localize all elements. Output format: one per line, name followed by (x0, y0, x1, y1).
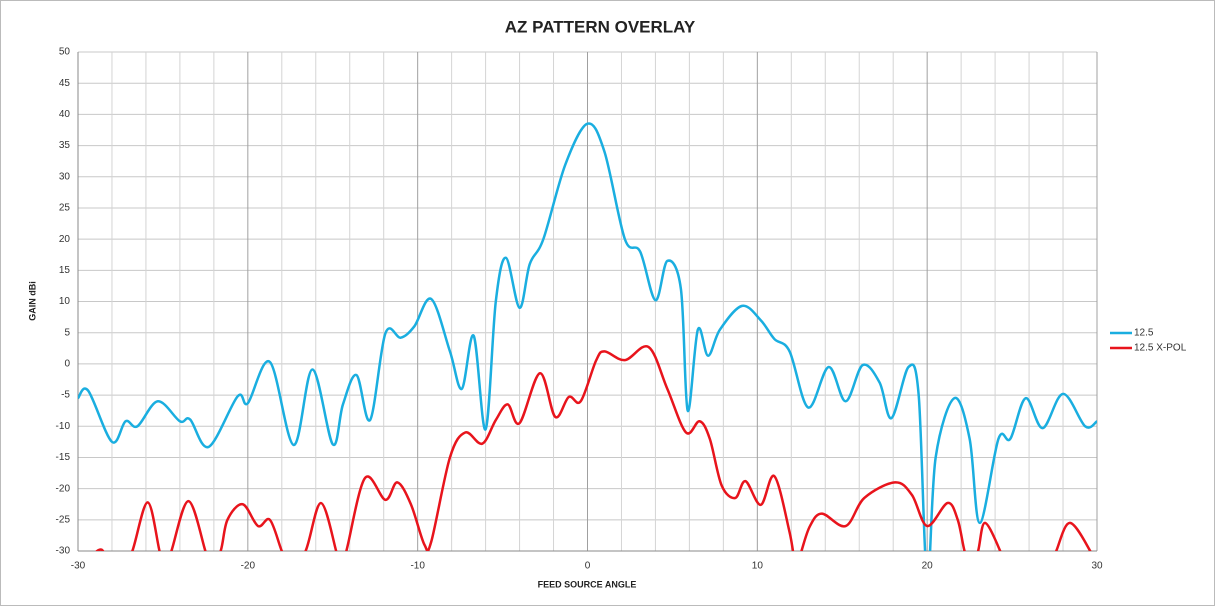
x-tick-label: -10 (410, 561, 425, 572)
y-tick-label: 45 (59, 78, 71, 89)
x-tick-label: 20 (922, 561, 934, 572)
y-tick-label: 15 (59, 265, 71, 276)
line (95, 344, 1092, 551)
y-tick-label: 35 (59, 140, 71, 151)
legend-label: 12.5 X-POL (1134, 343, 1187, 354)
y-tick-label: -20 (56, 483, 71, 494)
y-tick-label: 10 (59, 296, 71, 307)
y-tick-label: 25 (59, 203, 71, 214)
y-tick-label: 30 (59, 171, 71, 182)
x-tick-label: 10 (752, 561, 764, 572)
y-tick-label: -15 (56, 452, 71, 463)
x-tick-label: 30 (1091, 561, 1103, 572)
y-tick-label: -10 (56, 421, 71, 432)
line (78, 122, 1097, 551)
y-tick-label: -5 (61, 390, 70, 401)
y-tick-label: 20 (59, 234, 71, 245)
y-tick-label: 50 (59, 47, 71, 58)
x-tick-label: -30 (71, 561, 86, 572)
x-tick-label: 0 (585, 561, 591, 572)
y-tick-label: -30 (56, 546, 71, 557)
x-tick-label: -20 (241, 561, 256, 572)
x-axis-label: FEED SOURCE ANGLE (538, 579, 637, 589)
y-tick-label: -25 (56, 514, 71, 525)
chart-title: AZ PATTERN OVERLAY (505, 17, 696, 36)
y-tick-label: 0 (64, 359, 70, 370)
y-axis-label: GAIN dBi (27, 281, 37, 321)
y-tick-label: 5 (64, 327, 70, 338)
legend-label: 12.5 (1134, 328, 1154, 339)
y-tick-label: 40 (59, 109, 71, 120)
